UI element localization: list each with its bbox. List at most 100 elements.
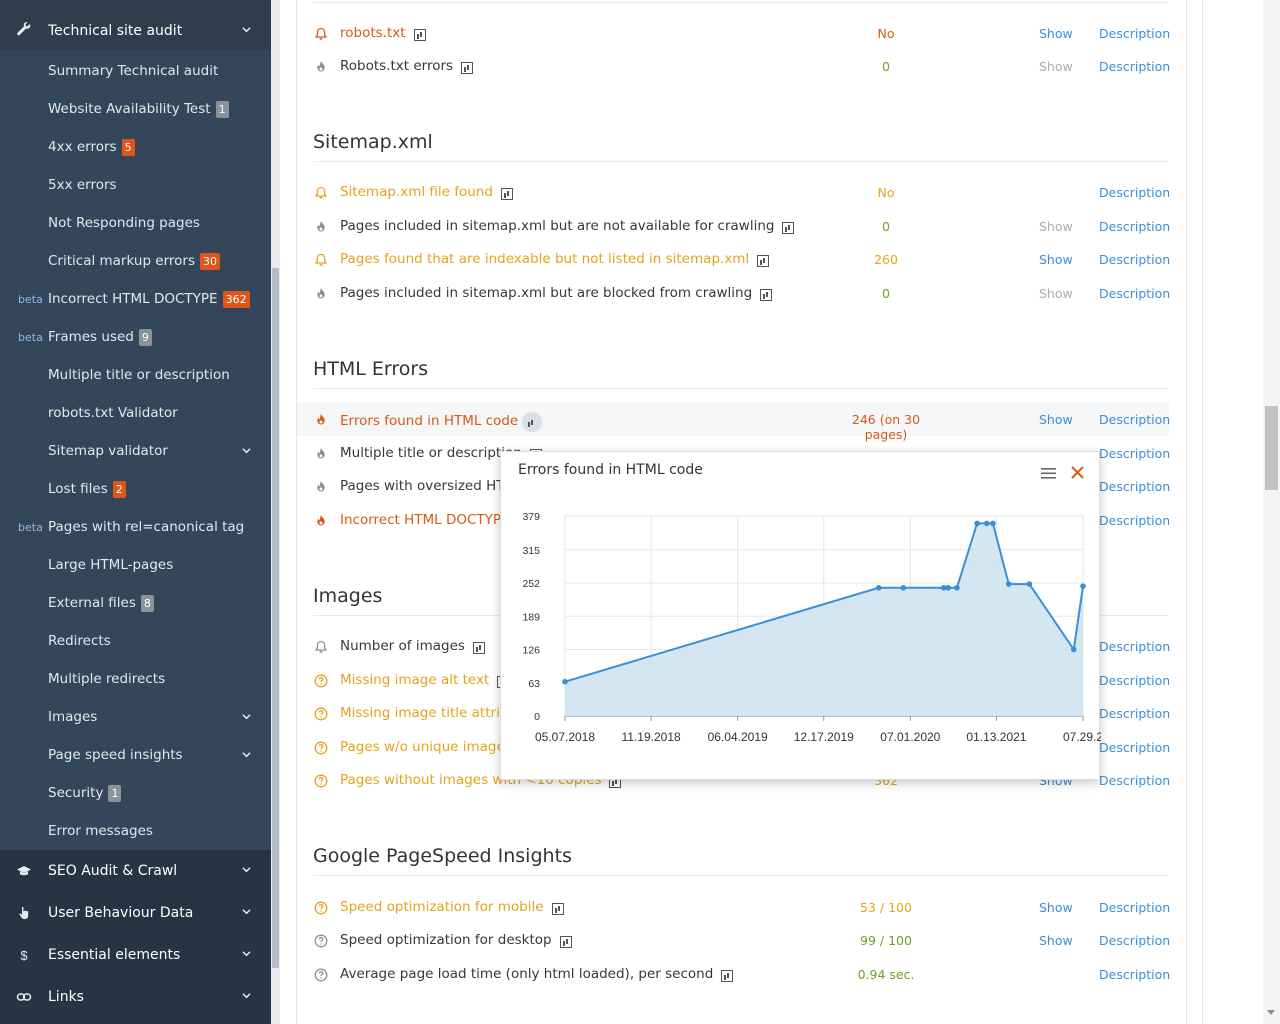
bar-chart-icon[interactable] [760, 289, 773, 301]
sidebar-item[interactable]: Multiple title or description [0, 356, 271, 394]
show-link[interactable]: Show [1039, 26, 1073, 41]
bar-chart-icon[interactable] [782, 222, 795, 234]
description-link[interactable]: Description [1099, 740, 1171, 755]
chevron-down-icon[interactable] [242, 991, 251, 1000]
description-link[interactable]: Description [1099, 933, 1171, 948]
audit-row-name[interactable]: Sitemap.xml file found [340, 184, 513, 200]
sidebar-item-label: Error messages [48, 823, 153, 839]
bar-chart-icon[interactable] [461, 62, 474, 74]
sidebar-item[interactable]: Lost files 2 [0, 470, 271, 508]
sidebar-item[interactable]: robots.txt Validator [0, 394, 271, 432]
audit-row-name[interactable]: Speed optimization for desktop [340, 932, 572, 948]
show-link[interactable]: Show [1039, 219, 1073, 234]
sidebar-item[interactable]: beta Pages with rel=canonical tag [0, 508, 271, 546]
bar-chart-icon[interactable] [721, 970, 734, 982]
audit-row-name[interactable]: robots.txt [340, 25, 426, 41]
sidebar-item[interactable]: beta Incorrect HTML DOCTYPE 362 [0, 280, 271, 318]
sidebar-item[interactable]: Not Responding pages [0, 204, 271, 242]
description-link[interactable]: Description [1099, 479, 1171, 494]
sidebar-group[interactable]: Links [0, 977, 271, 1017]
audit-row-name[interactable]: Speed optimization for mobile [340, 899, 564, 915]
data-point [974, 520, 980, 527]
page-scrollbar-thumb[interactable] [1265, 406, 1278, 490]
show-link[interactable]: Show [1039, 286, 1073, 301]
audit-row-name[interactable]: Errors found in HTML code [340, 411, 543, 432]
sidebar-section-technical-site-audit[interactable]: Technical site audit [0, 11, 271, 51]
description-link[interactable]: Description [1099, 412, 1171, 427]
description-link[interactable]: Description [1099, 26, 1171, 41]
audit-row-name[interactable]: Pages included in sitemap.xml but are no… [340, 218, 795, 234]
show-link[interactable]: Show [1039, 252, 1073, 267]
show-link[interactable]: Show [1039, 933, 1073, 948]
chevron-down-icon[interactable] [242, 750, 251, 759]
audit-row-name[interactable]: Number of images [340, 638, 485, 654]
sidebar-item-label: Pages with rel=canonical tag [48, 519, 244, 535]
show-link[interactable]: Show [1039, 900, 1073, 915]
sidebar-item[interactable]: Critical markup errors 30 [0, 242, 271, 280]
description-link[interactable]: Description [1099, 900, 1171, 915]
audit-row-name[interactable]: Average page load time (only html loaded… [340, 966, 734, 982]
description-link[interactable]: Description [1099, 773, 1171, 788]
bar-chart-icon[interactable] [500, 188, 513, 200]
sidebar-scrollbar-thumb[interactable] [272, 268, 279, 968]
chevron-down-icon[interactable] [242, 949, 251, 958]
chevron-down-icon[interactable] [242, 865, 251, 874]
audit-row-name[interactable]: Missing image alt text [340, 672, 510, 688]
chevron-down-icon[interactable] [242, 25, 251, 34]
sidebar-item[interactable]: Sitemap validator [0, 432, 271, 470]
sidebar-item-text: Redirects [48, 633, 111, 649]
bar-chart-icon[interactable] [522, 412, 543, 432]
show-link[interactable]: Show [1039, 59, 1073, 74]
audit-row-name[interactable]: Pages found that are indexable but not l… [340, 251, 770, 267]
audit-row-name-text: Sitemap.xml file found [340, 184, 493, 200]
scroll-down-arrow-icon[interactable] [1267, 1010, 1275, 1015]
description-link[interactable]: Description [1099, 967, 1171, 982]
sidebar-item[interactable]: 5xx errors [0, 166, 271, 204]
x-tick-label: 07.01.2020 [880, 730, 940, 744]
close-icon[interactable] [1070, 465, 1085, 480]
chevron-down-icon[interactable] [242, 712, 251, 721]
description-link[interactable]: Description [1099, 513, 1171, 528]
audit-row-name[interactable]: Pages included in sitemap.xml but are bl… [340, 285, 773, 301]
bar-chart-icon[interactable] [551, 903, 564, 915]
audit-row-name-text: Pages w/o unique images [340, 739, 512, 755]
content-border-right [1186, 0, 1187, 1024]
sidebar-item[interactable]: Summary Technical audit [0, 52, 271, 90]
data-point [900, 584, 907, 591]
description-link[interactable]: Description [1099, 639, 1171, 654]
sidebar-group[interactable]: User Behaviour Data [0, 893, 271, 933]
sidebar-item[interactable]: Security 1 [0, 774, 271, 812]
sidebar-group[interactable]: $ Essential elements [0, 935, 271, 975]
x-tick-label: 01.13.2021 [966, 730, 1026, 744]
bar-chart-icon[interactable] [559, 936, 572, 948]
sidebar-item[interactable]: External files 8 [0, 584, 271, 622]
description-link[interactable]: Description [1099, 286, 1171, 301]
hamburger-menu-icon[interactable] [1041, 467, 1056, 480]
sidebar-group[interactable]: SEO Audit & Crawl [0, 851, 271, 891]
description-link[interactable]: Description [1099, 219, 1171, 234]
chevron-down-icon[interactable] [242, 907, 251, 916]
bar-chart-icon[interactable] [757, 255, 770, 267]
sidebar-item[interactable]: Redirects [0, 622, 271, 660]
sidebar-item[interactable]: beta Frames used 9 [0, 318, 271, 356]
page-scrollbar[interactable] [1263, 0, 1280, 1024]
show-link[interactable]: Show [1039, 412, 1073, 427]
description-link[interactable]: Description [1099, 59, 1171, 74]
description-link[interactable]: Description [1099, 706, 1171, 721]
sidebar-item[interactable]: Website Availability Test 1 [0, 90, 271, 128]
sidebar-item[interactable]: Large HTML-pages [0, 546, 271, 584]
bar-chart-icon[interactable] [413, 29, 426, 41]
description-link[interactable]: Description [1099, 446, 1171, 461]
chevron-down-icon[interactable] [242, 446, 251, 455]
y-tick-label: 252 [522, 578, 540, 590]
sidebar-item[interactable]: Images [0, 698, 271, 736]
sidebar-item[interactable]: Multiple redirects [0, 660, 271, 698]
description-link[interactable]: Description [1099, 252, 1171, 267]
audit-row-name[interactable]: Robots.txt errors [340, 58, 474, 74]
sidebar-item[interactable]: 4xx errors 5 [0, 128, 271, 166]
description-link[interactable]: Description [1099, 673, 1171, 688]
bar-chart-icon[interactable] [472, 642, 485, 654]
sidebar-item[interactable]: Error messages [0, 812, 271, 850]
sidebar-item[interactable]: Page speed insights [0, 736, 271, 774]
description-link[interactable]: Description [1099, 185, 1171, 200]
